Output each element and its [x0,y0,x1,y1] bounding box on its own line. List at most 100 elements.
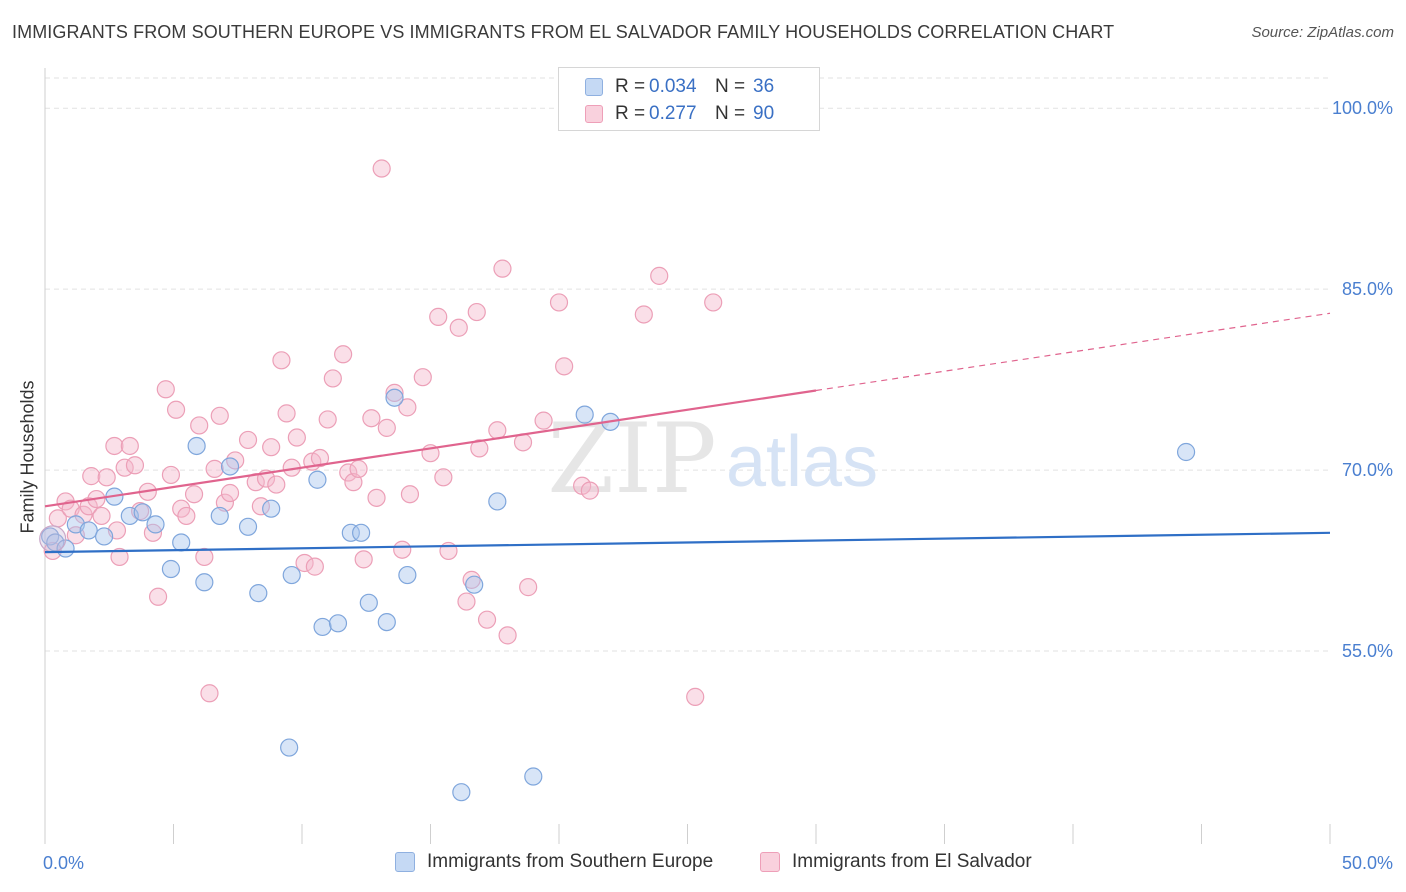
point-el-salvador [125,456,145,475]
legend: R = 0.034 N = 36 R = 0.277 N = 90 [558,67,820,131]
point-southern-europe [161,559,181,579]
legend-n-value: 90 [753,103,775,124]
trend-line-el-salvador-extension [815,312,1331,392]
point-el-salvador [272,351,291,370]
point-el-salvador [354,550,373,569]
point-el-salvador [413,368,432,387]
legend-r-label: R = [615,76,646,97]
point-el-salvador [177,506,196,526]
legend-r-value: 0.034 [649,76,697,97]
x-tick-label: 0.0% [43,853,84,873]
point-southern-europe [210,506,229,526]
point-el-salvador [267,475,286,494]
point-el-salvador [92,506,111,526]
point-el-salvador [262,438,281,457]
point-southern-europe [385,388,404,407]
point-southern-europe [524,767,543,786]
point-southern-europe [238,517,258,536]
x-tick-label: 50.0% [1342,853,1393,873]
point-el-salvador [686,687,705,706]
point-el-salvador [467,302,486,322]
point-southern-europe [282,565,301,585]
point-southern-europe [249,584,268,603]
point-el-salvador [161,465,181,485]
point-southern-europe [352,523,371,542]
scatter-points [39,159,1196,802]
point-el-salvador [277,404,296,423]
legend-row-southern-europe: R = 0.034 N = 36 [585,75,774,99]
point-southern-europe [377,612,396,632]
point-southern-europe [280,738,299,757]
point-southern-europe [172,533,191,552]
point-el-salvador [97,468,116,487]
y-tick-label: 55.0% [1342,641,1393,661]
y-tick-label: 85.0% [1342,279,1393,299]
point-southern-europe [452,783,471,802]
bottom-legend-el-salvador: Immigrants from El Salvador [760,851,1032,873]
point-southern-europe [575,405,594,424]
bottom-legend-label: Immigrants from El Salvador [792,851,1032,872]
point-southern-europe [313,617,332,637]
legend-n-label: N = [715,76,746,97]
point-southern-europe [328,614,348,633]
point-el-salvador [534,411,553,430]
point-el-salvador [549,293,569,312]
watermark-atlas: atlas [726,422,878,502]
point-southern-europe [359,593,378,612]
point-el-salvador [210,406,229,425]
legend-swatch-blue [585,78,603,96]
point-el-salvador [377,418,396,437]
point-el-salvador [310,448,330,468]
point-el-salvador [362,409,381,428]
point-el-salvador [156,380,175,399]
point-el-salvador [349,459,368,478]
point-el-salvador [110,547,129,567]
point-el-salvador [398,398,417,417]
y-axis-label: Family Households [17,380,38,534]
point-el-salvador [105,436,124,456]
point-el-salvador [238,430,258,450]
point-el-salvador [704,293,723,312]
point-el-salvador [493,259,512,278]
point-el-salvador [372,159,391,178]
point-southern-europe [262,499,281,518]
point-southern-europe [79,521,98,540]
watermark: ZIP atlas [547,403,878,515]
trend-line-southern-europe [44,531,1331,554]
point-southern-europe [187,436,206,456]
point-el-salvador [148,587,168,606]
y-tick-label: 70.0% [1342,460,1393,480]
tick-labels: 55.0% 70.0% 85.0% 100.0% 0.0% 50.0% [43,98,1393,873]
point-el-salvador [498,626,517,645]
point-el-salvador [318,410,337,429]
legend-n-label: N = [715,103,746,124]
chart-title: IMMIGRANTS FROM SOUTHERN EUROPE VS IMMIG… [12,22,1115,42]
point-el-salvador [120,436,139,456]
point-el-salvador [488,421,507,440]
y-tick-label: 100.0% [1332,98,1393,118]
point-southern-europe [146,515,165,534]
point-southern-europe [465,575,484,594]
point-el-salvador [287,428,306,447]
point-el-salvador [79,497,98,516]
point-southern-europe [341,523,360,542]
point-southern-europe [133,503,152,522]
gridlines [45,77,1330,652]
point-el-salvador [634,305,653,324]
point-el-salvador [205,459,224,478]
point-el-salvador [295,553,314,573]
point-el-salvador [470,439,489,458]
legend-r-label: R = [615,103,646,124]
point-el-salvador [477,610,497,629]
point-southern-europe [308,470,327,489]
point-el-salvador [385,383,404,402]
point-el-salvador [580,481,599,500]
point-el-salvador [462,570,481,589]
point-el-salvador [429,307,448,326]
point-el-salvador [519,578,538,597]
point-el-salvador [305,557,324,576]
legend-swatch-pink [585,105,603,123]
point-el-salvador [200,684,219,703]
point-southern-europe [1176,442,1196,462]
